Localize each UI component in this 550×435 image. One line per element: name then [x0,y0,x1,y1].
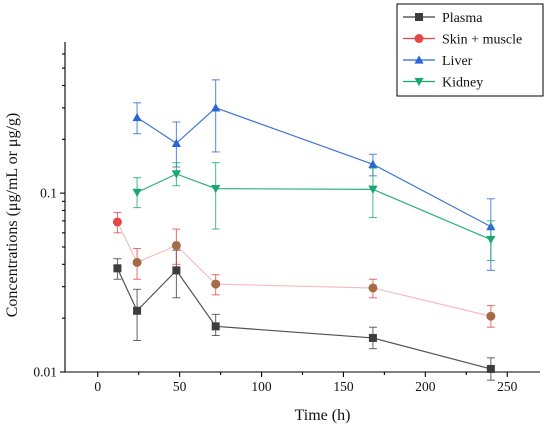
series-liver [132,79,496,271]
marker-triangle-up [211,103,221,112]
marker-triangle-up [171,138,181,147]
series-line [136,173,492,241]
legend-item: Kidney [403,76,483,91]
marker-square [486,364,495,373]
legend-label: Liver [442,54,473,69]
series-skin-muscle [112,211,496,328]
marker-triangle-down [486,235,496,245]
y-tick-label: 0.1 [40,186,57,201]
marker-triangle-up [132,112,142,122]
x-tick-label: 200 [415,379,436,394]
marker-circle [368,283,378,293]
marker-triangle-up [368,159,378,168]
marker-circle [171,240,181,250]
marker-square [113,264,122,273]
marker-circle [132,257,142,267]
legend-item: Plasma [403,11,483,26]
series-line [116,221,492,317]
marker-square [172,266,181,275]
x-tick-label: 250 [497,379,518,394]
series-layer [112,79,496,381]
axes: 0 50 100 150 200 250 0.01 0.1 [33,42,540,394]
series-line [136,107,492,228]
x-tick-label: 100 [251,379,272,394]
marker-triangle-down [368,185,378,194]
legend-label: Skin + muscle [442,33,522,48]
legend-label: Plasma [442,11,483,26]
legend: Plasma Skin + muscle Liver Kidney [396,3,544,97]
marker-triangle-up [414,55,424,64]
marker-circle [486,311,496,321]
legend-label: Kidney [442,76,483,91]
y-tick-label: 0.01 [33,365,57,380]
x-tick-label: 0 [94,379,101,394]
x-tick-label: 150 [333,379,354,394]
marker-circle [414,34,424,43]
legend-item: Liver [403,54,473,69]
marker-circle [112,217,122,227]
series-line [116,268,492,370]
marker-triangle-down [414,77,424,87]
x-axis-title: Time (h) [295,407,351,424]
series-plasma [113,249,495,381]
y-axis-title: Concentrations (μg/mL or μg/g) [4,113,21,318]
series-kidney [132,162,496,262]
marker-triangle-down [211,184,221,194]
x-tick-label: 50 [173,379,187,394]
marker-square [133,306,142,315]
marker-circle [211,279,221,289]
marker-triangle-down [171,170,181,179]
legend-item: Skin + muscle [403,33,522,48]
marker-triangle-down [132,188,142,197]
marker-square [211,322,220,331]
marker-square [415,13,423,21]
marker-square [368,333,377,342]
